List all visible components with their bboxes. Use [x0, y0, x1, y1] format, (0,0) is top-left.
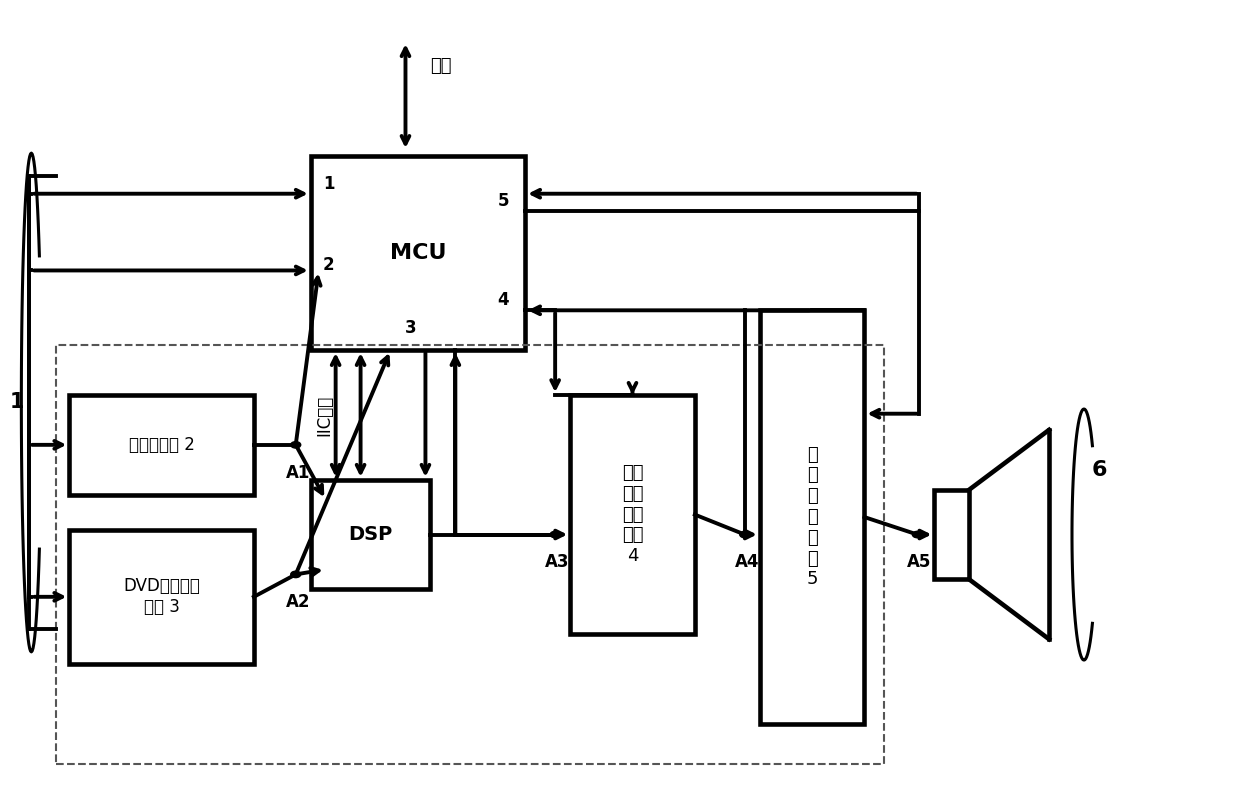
- Circle shape: [913, 531, 923, 537]
- Text: 5: 5: [497, 191, 508, 210]
- Bar: [311, 156, 526, 350]
- Text: A1: A1: [285, 464, 310, 481]
- Text: 2: 2: [322, 256, 335, 275]
- Bar: [934, 489, 970, 579]
- Text: 信
号
差
分
电
路
5: 信 号 差 分 电 路 5: [806, 445, 818, 589]
- Text: MCU: MCU: [389, 243, 446, 263]
- Text: 1: 1: [10, 392, 25, 413]
- Text: A3: A3: [544, 553, 569, 571]
- Text: 串口: 串口: [429, 57, 451, 75]
- Text: DSP: DSP: [348, 525, 393, 544]
- Bar: [570, 395, 694, 634]
- Bar: [69, 395, 254, 495]
- Bar: [56, 345, 884, 763]
- Text: 音频信号源 2: 音频信号源 2: [129, 436, 195, 454]
- Text: IIC接口: IIC接口: [316, 394, 334, 436]
- Circle shape: [740, 531, 750, 537]
- Bar: [760, 310, 864, 724]
- Text: 1: 1: [322, 175, 335, 193]
- Text: A4: A4: [734, 553, 759, 571]
- Circle shape: [551, 531, 560, 537]
- Bar: [69, 529, 254, 664]
- Text: A5: A5: [908, 553, 931, 571]
- Text: 3: 3: [404, 320, 417, 337]
- Text: 6: 6: [1091, 460, 1106, 480]
- Bar: [311, 480, 430, 590]
- Circle shape: [290, 571, 301, 578]
- Text: 信号
滤波
放大
电路
4: 信号 滤波 放大 电路 4: [621, 464, 644, 566]
- Text: A2: A2: [285, 594, 310, 611]
- Circle shape: [290, 441, 301, 448]
- Text: 4: 4: [497, 292, 510, 309]
- Text: DVD数字信号
电路 3: DVD数字信号 电路 3: [123, 578, 200, 616]
